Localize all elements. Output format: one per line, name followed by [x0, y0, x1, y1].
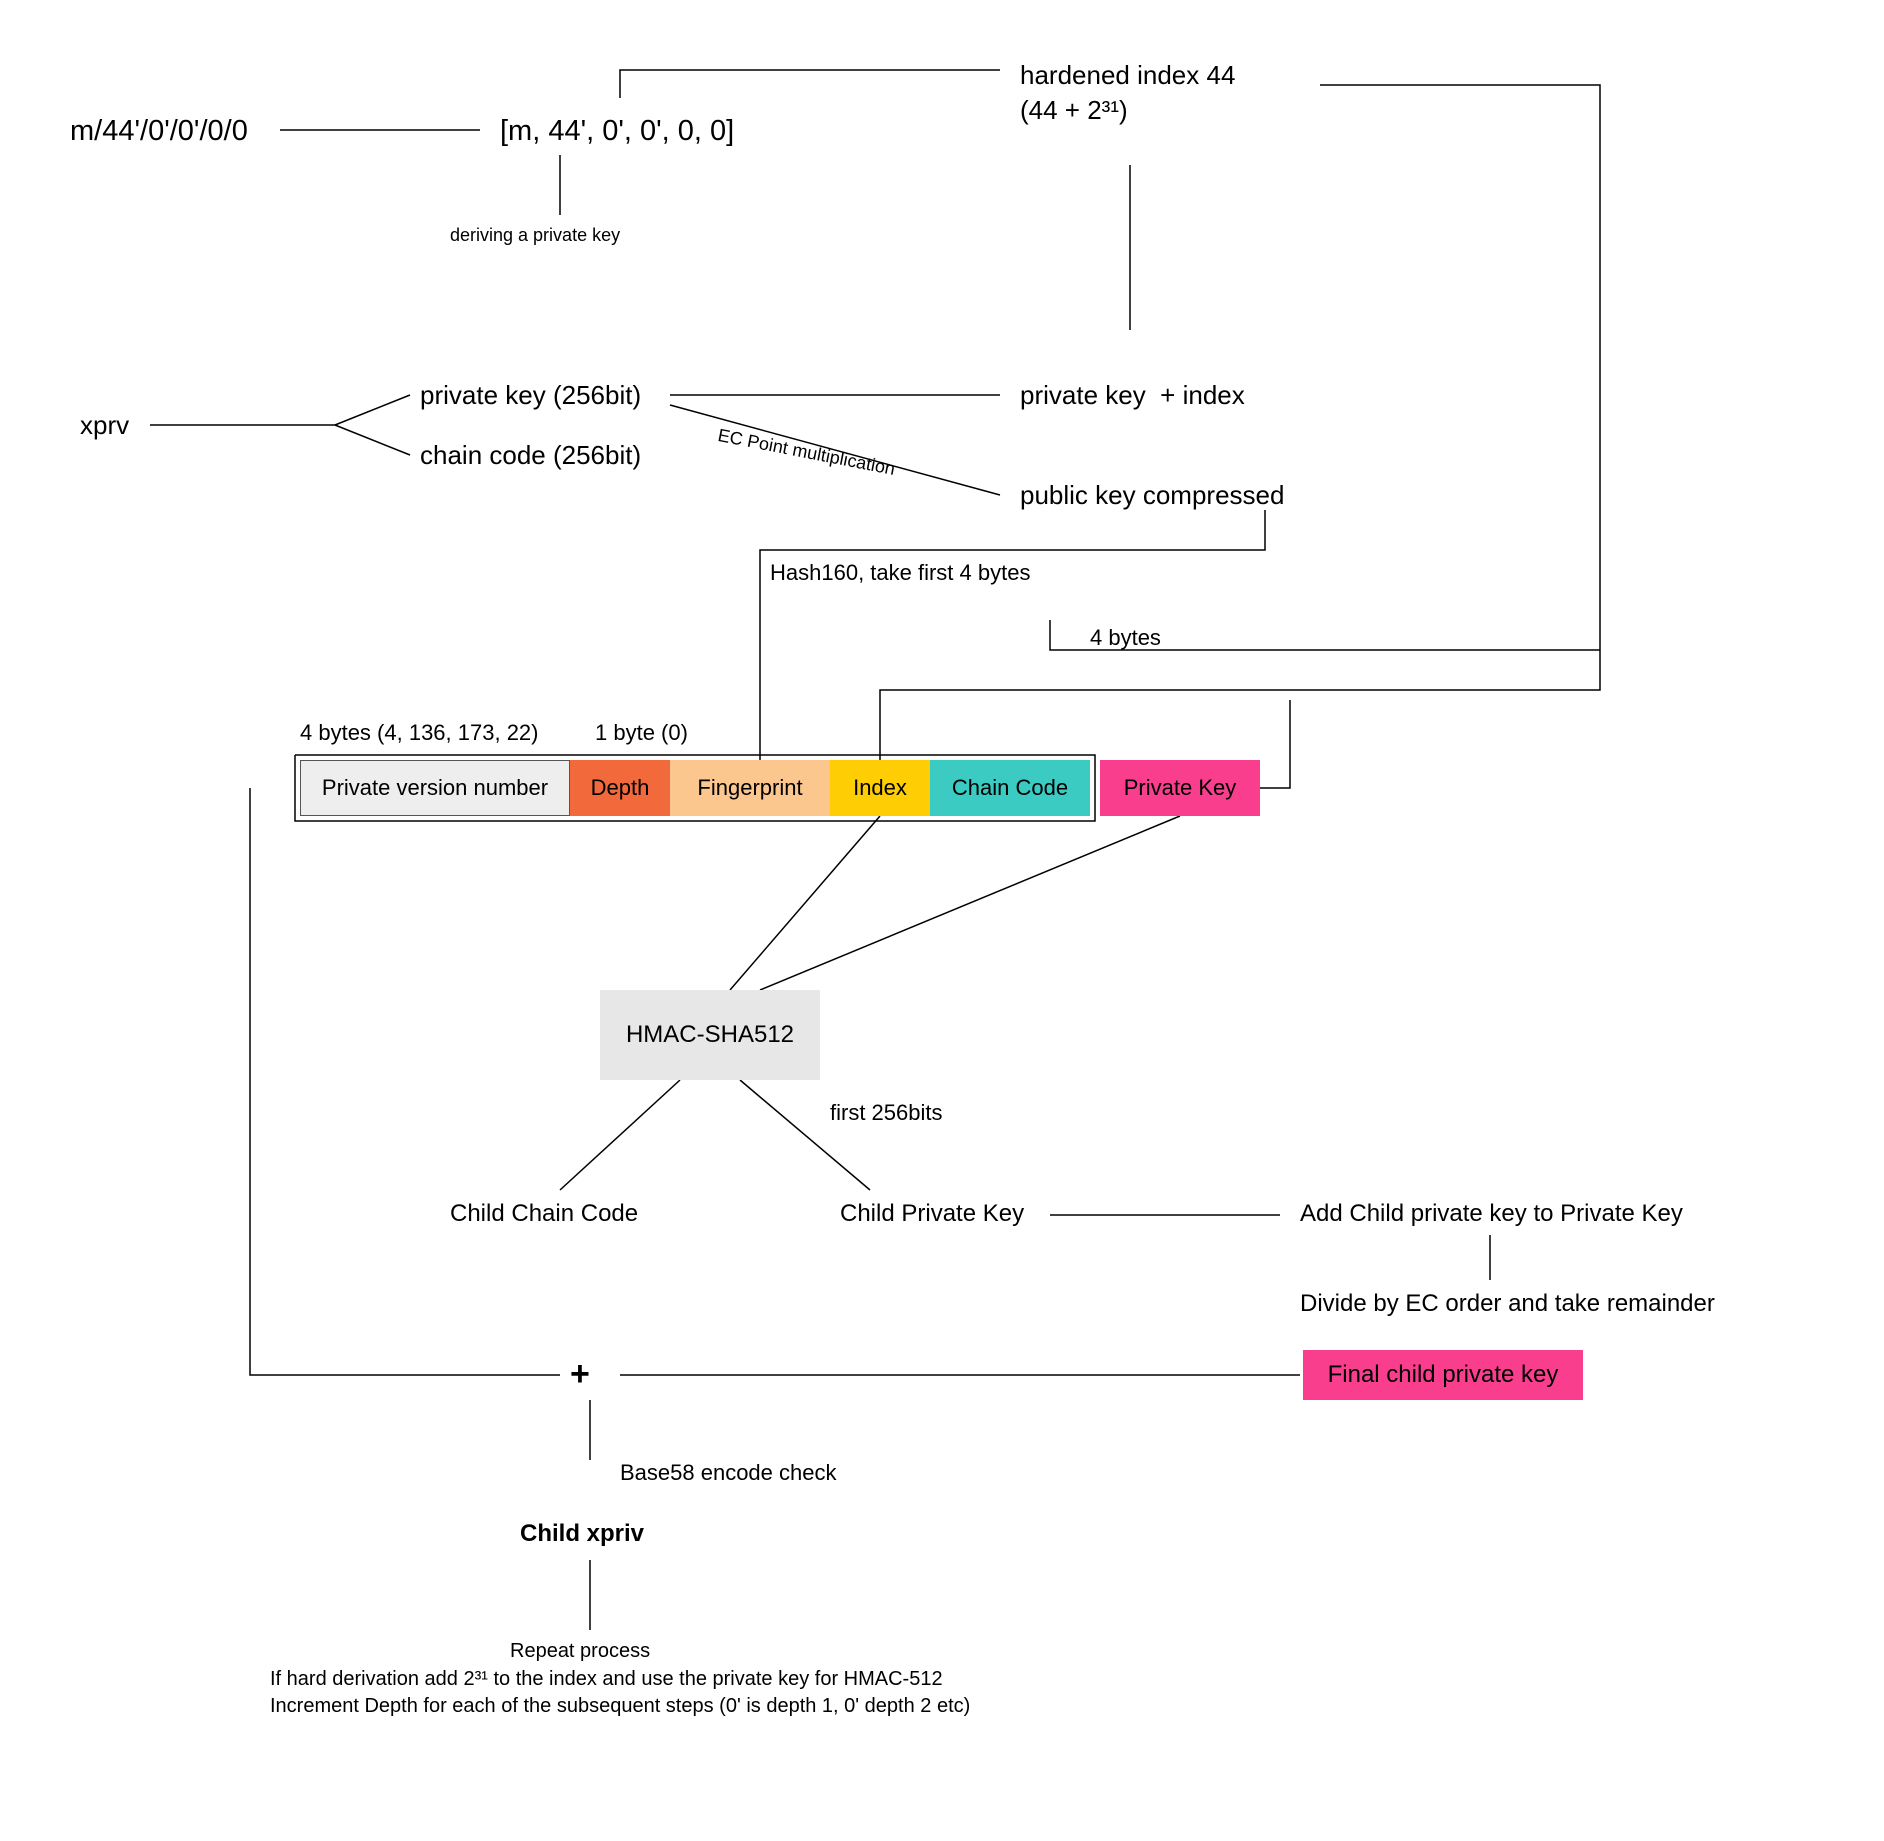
hmac-sha512-box: HMAC-SHA512 [600, 990, 820, 1080]
public-key-compressed-label: public key compressed [1020, 480, 1284, 511]
chain-code-256-label: chain code (256bit) [420, 440, 641, 471]
version-number-box: Private version number [300, 760, 570, 816]
repeat-process-label: Repeat process [510, 1640, 650, 1663]
private-key-plus-index-label: private key + index [1020, 380, 1245, 411]
four-bytes-label: 4 bytes [1090, 625, 1161, 651]
add-child-priv-label: Add Child private key to Private Key [1300, 1200, 1683, 1228]
private-key-box: Private Key [1100, 760, 1260, 816]
hardened-index-label: hardened index 44 [1020, 60, 1235, 91]
deriving-private-key-label: deriving a private key [450, 225, 620, 246]
depth-box: Depth [570, 760, 670, 816]
plus-symbol: + [570, 1355, 590, 1394]
hardened-index-formula: (44 + 2³¹) [1020, 95, 1128, 126]
derivation-path: m/44'/0'/0'/0/0 [70, 115, 248, 148]
child-private-key-label: Child Private Key [840, 1200, 1024, 1228]
private-key-256-label: private key (256bit) [420, 380, 641, 411]
index-box: Index [830, 760, 930, 816]
hash160-label: Hash160, take first 4 bytes [770, 560, 1030, 586]
repeat-hard-derivation-label: If hard derivation add 2³¹ to the index … [270, 1668, 943, 1691]
xprv-label: xprv [80, 410, 129, 441]
connector-lines [0, 0, 1884, 1841]
final-child-private-key-box: Final child private key [1303, 1350, 1583, 1400]
chain-code-box: Chain Code [930, 760, 1090, 816]
child-xpriv-label: Child xpriv [520, 1520, 644, 1548]
fingerprint-box: Fingerprint [670, 760, 830, 816]
base58-label: Base58 encode check [620, 1460, 837, 1486]
repeat-increment-depth-label: Increment Depth for each of the subseque… [270, 1695, 970, 1718]
depth-bytes-label: 1 byte (0) [595, 720, 688, 746]
first-256bits-label: first 256bits [830, 1100, 943, 1126]
ec-point-mult-label: EC Point multiplication [716, 425, 897, 480]
child-chain-code-label: Child Chain Code [450, 1200, 638, 1228]
derivation-array: [m, 44', 0', 0', 0, 0] [500, 115, 734, 148]
diagram-canvas: m/44'/0'/0'/0/0 [m, 44', 0', 0', 0, 0] h… [0, 0, 1884, 1841]
version-bytes-label: 4 bytes (4, 136, 173, 22) [300, 720, 539, 746]
divide-ec-label: Divide by EC order and take remainder [1300, 1290, 1715, 1318]
